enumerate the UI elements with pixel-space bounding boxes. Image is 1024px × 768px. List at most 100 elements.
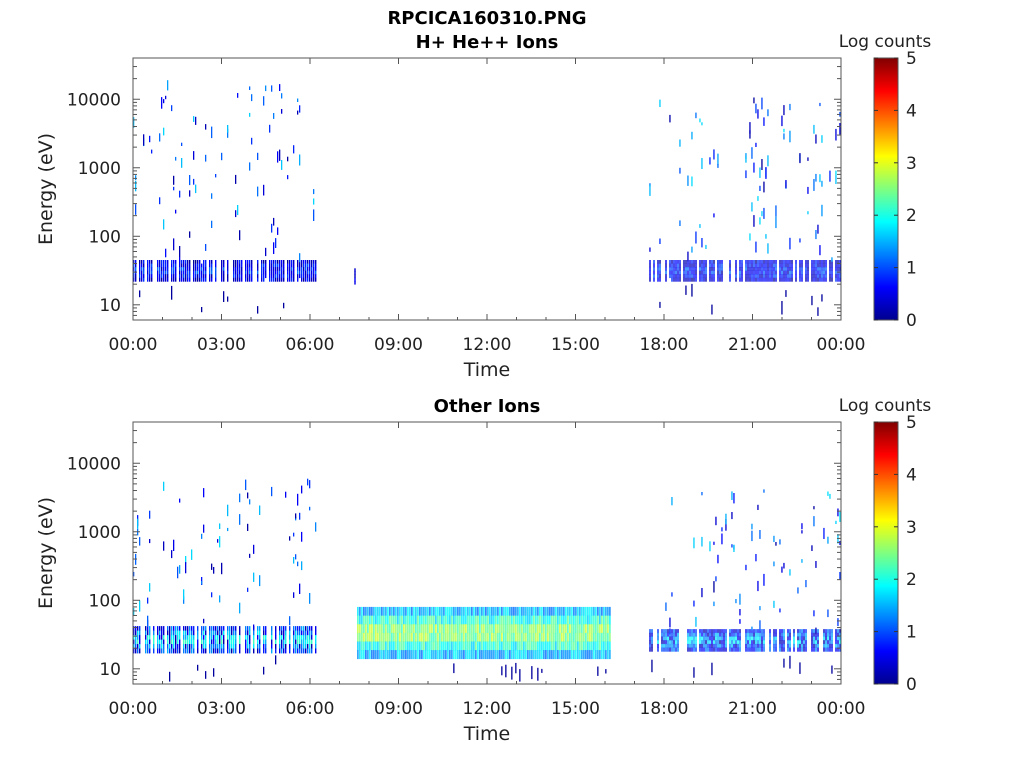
- heat-cell: [575, 606, 577, 616]
- heat-cell: [245, 277, 247, 282]
- heat-cell: [425, 606, 427, 616]
- heat-cell: [227, 125, 229, 133]
- heat-cell: [195, 263, 197, 268]
- heat-cell: [759, 620, 761, 632]
- heat-cell: [779, 263, 781, 268]
- heat-cell: [831, 665, 833, 674]
- heat-cell: [143, 260, 145, 264]
- heat-cell: [309, 635, 311, 640]
- heat-cell: [163, 630, 165, 636]
- heat-cell: [547, 615, 549, 625]
- heat-cell: [221, 270, 223, 275]
- heat-cell: [561, 615, 563, 625]
- heat-cell: [673, 640, 675, 645]
- heat-cell: [435, 615, 437, 625]
- heat-cell: [385, 632, 387, 642]
- colorbar-tick-label: 5: [906, 413, 917, 433]
- heat-cell: [279, 84, 281, 91]
- heat-cell: [315, 270, 317, 275]
- heat-cell: [473, 606, 475, 616]
- heat-cell: [593, 615, 595, 625]
- colorbar-tick-label: 5: [906, 49, 917, 69]
- heat-cell: [147, 626, 149, 631]
- heat-cell: [209, 260, 211, 264]
- heat-cell: [193, 648, 195, 654]
- heat-cell: [139, 600, 141, 612]
- heat-cell: [501, 606, 503, 616]
- heat-cell: [755, 647, 757, 652]
- heat-cell: [399, 650, 401, 660]
- heat-cell: [175, 267, 177, 271]
- heat-cell: [275, 267, 277, 271]
- heat-cell: [561, 641, 563, 651]
- heat-cell: [783, 274, 785, 279]
- heat-cell: [271, 486, 273, 497]
- heat-cell: [133, 635, 135, 640]
- heat-cell: [167, 267, 169, 271]
- heat-cell: [205, 154, 207, 162]
- heat-cell: [461, 606, 463, 616]
- heat-cell: [307, 635, 309, 640]
- heat-cell: [467, 606, 469, 616]
- heat-cell: [443, 632, 445, 642]
- heat-cell: [693, 270, 695, 275]
- heat-cell: [283, 644, 285, 649]
- heat-cell: [765, 263, 767, 268]
- heat-cell: [521, 641, 523, 651]
- heat-cell: [415, 624, 417, 634]
- heat-cell: [701, 238, 703, 248]
- heat-cell: [595, 606, 597, 616]
- heat-cell: [705, 640, 707, 645]
- heat-cell: [309, 626, 311, 631]
- heat-cell: [211, 277, 213, 282]
- heat-cell: [197, 274, 199, 279]
- heat-cell: [193, 644, 195, 649]
- heat-cell: [203, 274, 205, 279]
- heat-cell: [695, 616, 697, 627]
- heat-cell: [227, 527, 229, 532]
- heat-cell: [157, 630, 159, 636]
- heat-cell: [693, 636, 695, 641]
- heat-cell: [579, 650, 581, 660]
- heat-cell: [163, 648, 165, 654]
- heat-cell: [837, 260, 839, 264]
- heat-cell: [657, 647, 659, 652]
- heat-cell: [797, 632, 799, 637]
- heat-cell: [489, 624, 491, 634]
- heat-cell: [161, 630, 163, 636]
- heat-cell: [397, 632, 399, 642]
- heat-cell: [439, 650, 441, 660]
- heat-cell: [673, 260, 675, 264]
- heat-cell: [651, 640, 653, 645]
- heat-cell: [501, 615, 503, 625]
- heat-cell: [773, 600, 775, 608]
- heat-cell: [205, 648, 207, 654]
- heat-cell: [759, 267, 761, 271]
- heat-cell: [519, 606, 521, 616]
- heat-cell: [737, 636, 739, 641]
- heat-cell: [239, 230, 241, 241]
- heat-cell: [717, 153, 719, 165]
- heat-cell: [679, 260, 681, 264]
- heat-cell: [157, 267, 159, 271]
- heat-cell: [261, 263, 263, 268]
- heat-cell: [171, 644, 173, 649]
- heat-cell: [251, 263, 253, 268]
- heat-cell: [581, 632, 583, 642]
- heat-cell: [435, 632, 437, 642]
- heat-cell: [161, 274, 163, 279]
- heat-cell: [685, 263, 687, 268]
- heat-cell: [813, 629, 815, 634]
- heat-cell: [839, 640, 841, 645]
- heat-cell: [559, 650, 561, 660]
- heat-cell: [753, 643, 755, 648]
- heat-cell: [687, 636, 689, 641]
- heat-cell: [291, 267, 293, 271]
- heat-cell: [693, 667, 695, 678]
- heat-cell: [273, 263, 275, 268]
- heat-cell: [297, 267, 299, 271]
- heat-cell: [755, 274, 757, 279]
- heat-cell: [829, 493, 831, 499]
- heat-cell: [299, 267, 301, 271]
- heat-cell: [787, 636, 789, 641]
